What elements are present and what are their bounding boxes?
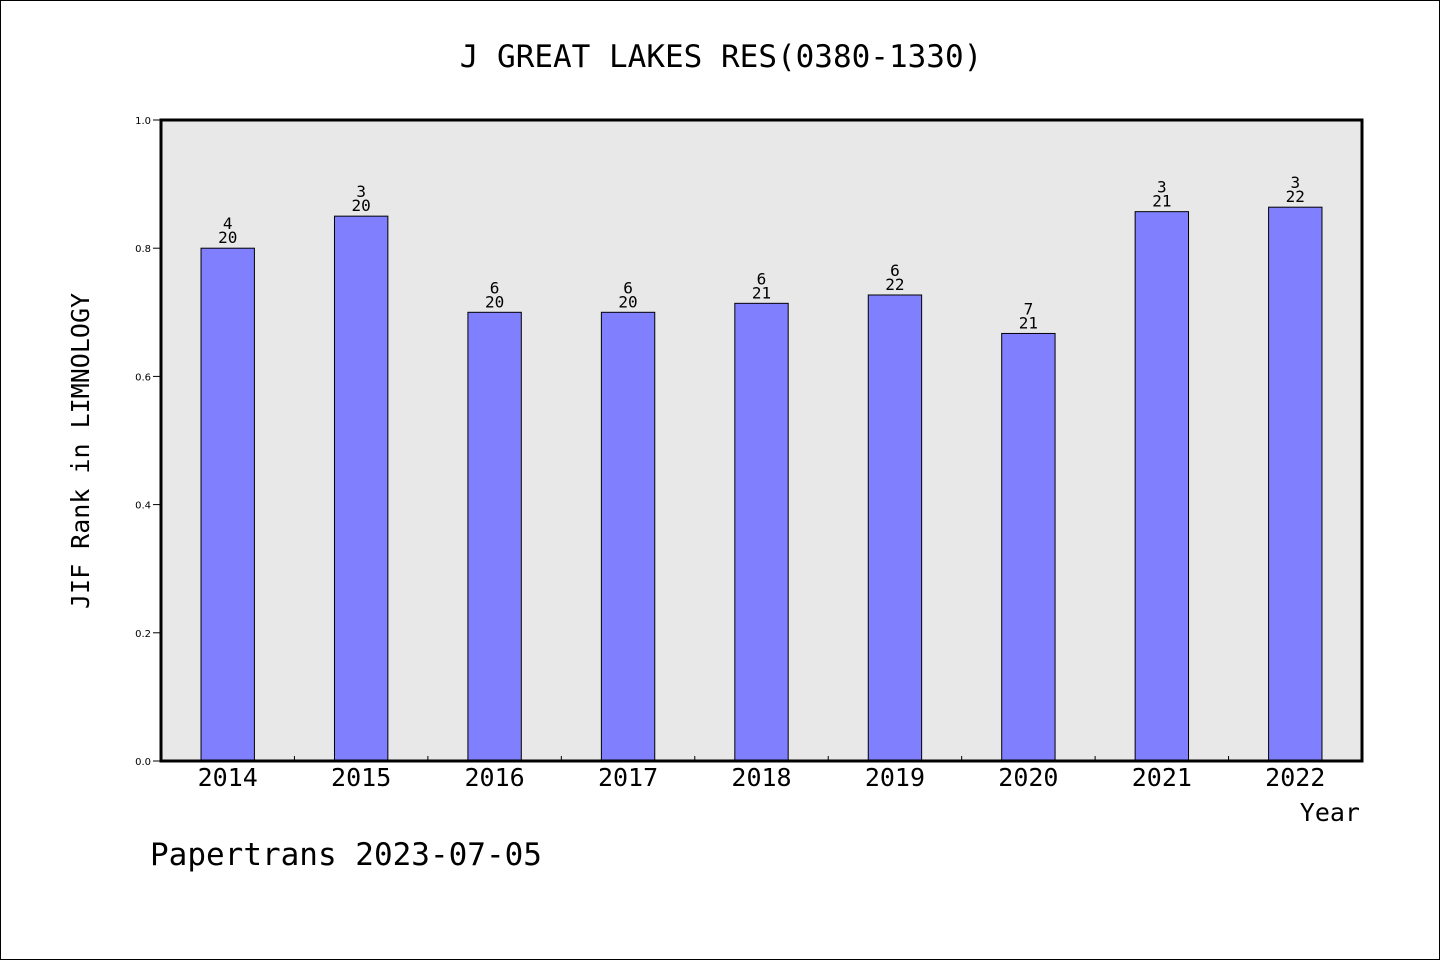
x-tick-label: 2019	[865, 763, 925, 792]
bar	[467, 311, 522, 762]
y-tick-label: 0.6	[135, 372, 151, 383]
bar	[867, 294, 923, 762]
y-tick-label: 0.8	[135, 244, 151, 255]
x-tick-label: 2014	[198, 763, 258, 792]
bar-label-rank: 7	[1024, 299, 1034, 318]
bar-label-total: 22	[1286, 187, 1305, 206]
bar	[1134, 211, 1190, 762]
bar-label-rank: 6	[757, 269, 767, 288]
bar-label-total: 20	[218, 228, 237, 247]
bar-label-total: 21	[1152, 192, 1171, 211]
plot-area: 4202014320201562020166202017621201862220…	[135, 116, 1364, 792]
y-axis-label: JIF Rank in LIMNOLOGY	[66, 293, 95, 609]
x-tick-label: 2017	[598, 763, 658, 792]
x-tick-label: 2021	[1132, 763, 1192, 792]
bar-label-rank: 3	[356, 182, 366, 201]
bar-label-rank: 6	[623, 278, 633, 297]
y-tick-label: 0.0	[135, 757, 151, 768]
y-tick-label: 1.0	[135, 116, 151, 127]
bar-label-rank: 6	[890, 261, 900, 280]
bar-label-total: 20	[352, 196, 371, 215]
y-tick-label: 0.2	[135, 629, 151, 640]
bar-label-total: 22	[885, 275, 904, 294]
x-tick-label: 2020	[998, 763, 1058, 792]
bar	[333, 215, 389, 762]
x-tick-label: 2015	[331, 763, 391, 792]
footer-text: Papertrans 2023-07-05	[150, 837, 542, 873]
bar	[200, 247, 255, 762]
bar-label-rank: 3	[1290, 173, 1300, 192]
bar-label-total: 21	[752, 283, 771, 302]
bar-label-total: 20	[618, 292, 637, 311]
bar-label-rank: 6	[490, 278, 500, 297]
x-axis-label: Year	[1300, 798, 1360, 827]
bar-label-rank: 3	[1157, 178, 1167, 197]
bar-label-rank: 4	[223, 214, 233, 233]
bar-label-total: 20	[485, 292, 504, 311]
axes-frame	[159, 118, 1364, 763]
bar	[1001, 332, 1056, 762]
chart-title: J GREAT LAKES RES(0380-1330)	[460, 39, 983, 75]
bar	[734, 302, 789, 762]
bar	[600, 311, 656, 762]
x-tick-label: 2016	[465, 763, 525, 792]
x-tick-label: 2022	[1265, 763, 1325, 792]
x-tick-label: 2018	[731, 763, 791, 792]
y-tick-label: 0.4	[135, 501, 151, 512]
bar	[1268, 206, 1323, 762]
bar-label-total: 21	[1019, 313, 1038, 332]
